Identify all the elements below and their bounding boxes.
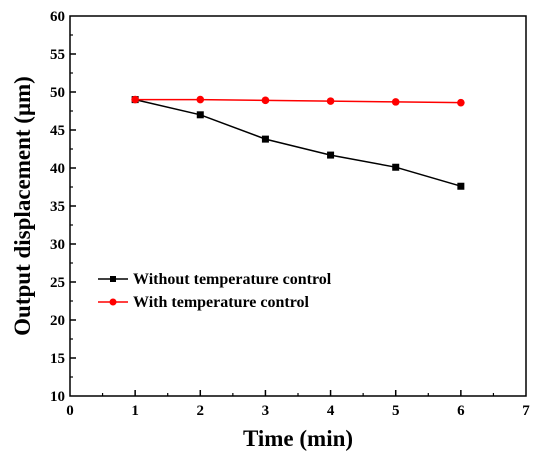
legend-marker-series-1: [110, 276, 116, 282]
y-tick-label: 40: [50, 161, 65, 177]
x-tick-label: 3: [262, 403, 270, 419]
x-tick-label: 2: [197, 403, 205, 419]
plot-frame: [69, 15, 527, 397]
data-point-series-1: [457, 182, 465, 190]
legend-label-series-1: Without temperature control: [133, 271, 332, 288]
data-point-series-1: [327, 151, 335, 159]
y-tick-marks: 10 15 20 25 30 35 40 45 50 55 60: [50, 9, 76, 405]
x-axis-title: Time (min): [243, 426, 353, 451]
y-tick-label: 15: [50, 351, 65, 367]
y-tick-label: 55: [50, 47, 65, 63]
series-lines: [134, 98, 462, 187]
data-point-series-2: [326, 97, 335, 105]
y-tick-label: 35: [50, 199, 65, 215]
data-point-series-2: [391, 98, 400, 106]
series-line-2: [135, 98, 461, 104]
x-tick-label: 6: [457, 403, 465, 419]
y-tick-label: 60: [50, 9, 65, 25]
x-tick-label: 7: [522, 403, 530, 419]
x-tick-label: 4: [327, 403, 335, 419]
y-axis-title: Output displacement (μm): [10, 76, 35, 336]
y-tick-label: 25: [50, 275, 65, 291]
data-point-series-2: [457, 98, 465, 107]
y-tick-label: 50: [50, 85, 65, 101]
data-point-series-2: [131, 95, 139, 104]
y-tick-label: 10: [50, 389, 65, 405]
x-tick-marks: 0 1 2 3 4 5 6 7: [66, 390, 530, 419]
x-tick-label: 5: [392, 403, 400, 419]
data-point-series-1: [196, 111, 204, 119]
y-tick-label: 45: [50, 123, 65, 139]
data-point-series-1: [261, 135, 269, 143]
series-markers: [131, 95, 465, 190]
legend: Without temperature control With tempera…: [98, 271, 332, 311]
x-tick-label: 0: [66, 403, 74, 419]
y-tick-label: 20: [50, 313, 65, 329]
y-tick-label: 30: [50, 237, 65, 253]
legend-marker-series-2: [109, 298, 117, 306]
data-point-series-2: [261, 96, 270, 105]
series-line-1: [134, 98, 462, 187]
legend-label-series-2: With temperature control: [133, 294, 310, 311]
data-point-series-1: [392, 163, 400, 171]
x-tick-label: 1: [131, 403, 139, 419]
data-point-series-2: [196, 95, 205, 104]
